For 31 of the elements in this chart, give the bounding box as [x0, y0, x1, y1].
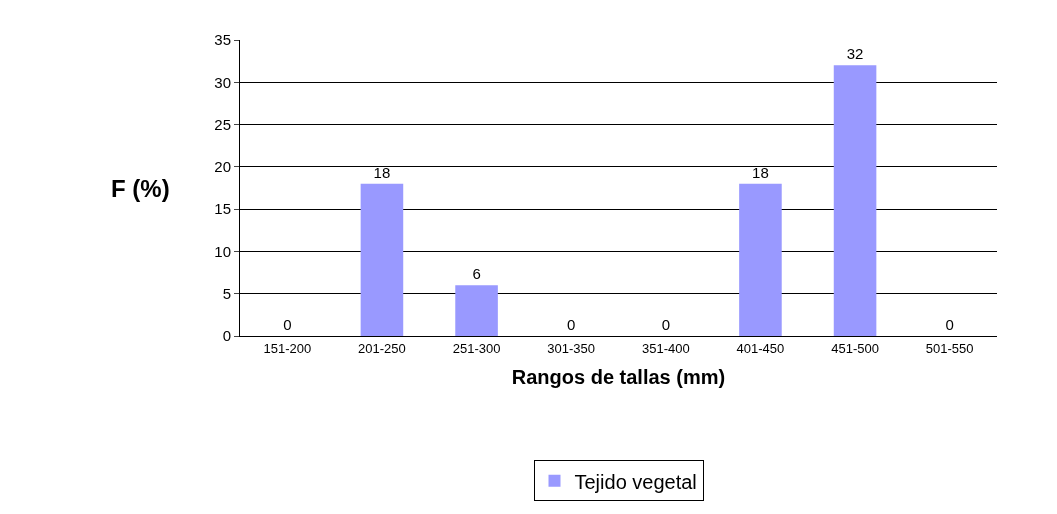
legend-label: Tejido vegetal	[574, 470, 697, 493]
bar	[739, 183, 782, 336]
bar	[455, 285, 498, 336]
data-label: 0	[945, 316, 954, 333]
data-label: 32	[846, 45, 864, 63]
data-label: 18	[752, 163, 769, 181]
x-tick-label: 451-500	[831, 340, 879, 356]
x-tick-label: 301-350	[547, 340, 596, 356]
y-tick-label: 20	[214, 158, 231, 176]
y-tick-label: 15	[214, 200, 231, 218]
y-tick-label: 35	[214, 31, 231, 49]
y-tick-label: 25	[214, 115, 231, 133]
y-tick-label: 30	[214, 73, 231, 91]
data-label: 0	[661, 316, 670, 333]
x-tick-label: 351-400	[641, 340, 690, 356]
bar	[833, 65, 877, 336]
y-tick-label: 5	[222, 284, 231, 302]
data-label: 6	[472, 265, 481, 283]
y-tick-label: 0	[222, 327, 231, 345]
data-label: 18	[373, 163, 391, 181]
y-tick-label: 10	[214, 242, 231, 260]
x-tick-label: 201-250	[358, 340, 406, 356]
x-tick-label: 401-450	[736, 340, 785, 356]
data-label: 0	[283, 316, 292, 333]
x-tick-label: 151-200	[263, 340, 312, 356]
x-tick-label: 501-550	[925, 340, 974, 356]
bar	[360, 183, 404, 336]
x-tick-label: 251-300	[452, 340, 501, 356]
x-axis-title: Rangos de tallas (mm)	[511, 366, 726, 389]
y-axis-title: F (%)	[111, 175, 170, 202]
data-label: 0	[567, 316, 576, 333]
